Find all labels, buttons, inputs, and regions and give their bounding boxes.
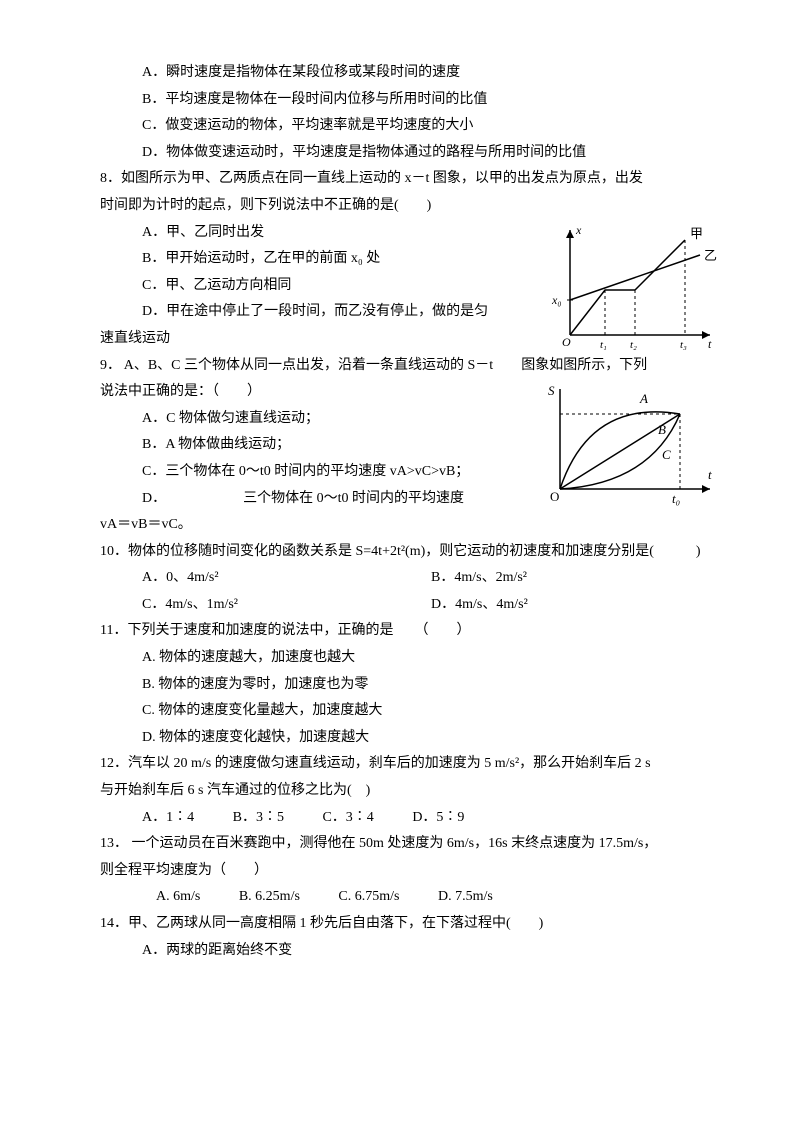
svg-text:S: S	[548, 383, 555, 398]
q12-option-a: A．1∶4	[142, 805, 194, 832]
q13-option-c: C. 6.75m/s	[338, 884, 399, 911]
svg-text:A: A	[639, 391, 648, 406]
q12-stem-line1: 12．汽车以 20 m/s 的速度做匀速直线运动，刹车后的加速度为 5 m/s²…	[100, 751, 720, 778]
q10-option-d: D．4m/s、4m/s²	[431, 592, 720, 619]
svg-text:t: t	[708, 337, 712, 350]
q13-option-d: D. 7.5m/s	[438, 884, 493, 911]
q14-stem: 14．甲、乙两球从同一高度相隔 1 秒先后自由落下，在下落过程中( )	[100, 911, 720, 938]
q12-stem-line2: 与开始刹车后 6 s 汽车通过的位移之比为( )	[100, 778, 720, 805]
q14-option-a: A．两球的距离始终不变	[100, 938, 720, 965]
q10-option-b: B．4m/s、2m/s²	[431, 565, 720, 592]
svg-text:t₁: t₁	[600, 339, 607, 350]
svg-text:C: C	[662, 447, 671, 462]
q7-option-c: C．做变速运动的物体，平均速率就是平均速度的大小	[100, 113, 720, 140]
q10-option-c: C．4m/s、1m/s²	[142, 592, 431, 619]
q9-stem-line1: 9． A、B、C 三个物体从同一点出发，沿着一条直线运动的 S－t 图象如图所示…	[100, 353, 720, 380]
q11-option-c: C. 物体的速度变化量越大，加速度越大	[100, 698, 720, 725]
q7-option-a: A．瞬时速度是指物体在某段位移或某段时间的速度	[100, 60, 720, 87]
svg-text:O: O	[562, 335, 571, 349]
q8-stem-line1: 8．如图所示为甲、乙两质点在同一直线上运动的 x－t 图象，以甲的出发点为原点，…	[100, 166, 720, 193]
svg-text:x: x	[575, 223, 582, 237]
q11-stem: 11．下列关于速度和加速度的说法中，正确的是 （ ）	[100, 618, 720, 645]
q7-option-b: B．平均速度是物体在一段时间内位移与所用时间的比值	[100, 87, 720, 114]
q11-option-a: A. 物体的速度越大，加速度也越大	[100, 645, 720, 672]
q10-option-a: A．0、4m/s²	[142, 565, 431, 592]
svg-text:乙: 乙	[704, 248, 717, 263]
svg-text:甲: 甲	[690, 226, 703, 241]
svg-text:t₀: t₀	[672, 491, 680, 506]
q13-option-b: B. 6.25m/s	[239, 884, 300, 911]
q8-figure: O t x x₀ 乙 甲 t₁ t₂ t₃	[550, 220, 720, 350]
svg-text:t: t	[708, 467, 712, 482]
q13-stem-line1: 13． 一个运动员在百米赛跑中，测得他在 50m 处速度为 6m/s，16s 末…	[100, 831, 720, 858]
svg-text:t₃: t₃	[680, 339, 687, 350]
q9-option-d-line2: vA＝vB＝vC。	[100, 512, 720, 539]
svg-text:O: O	[550, 489, 559, 504]
q11-option-d: D. 物体的速度变化越快，加速度越大	[100, 725, 720, 752]
q12-option-d: D．5∶9	[412, 805, 464, 832]
q10-stem: 10．物体的位移随时间变化的函数关系是 S=4t+2t²(m)，则它运动的初速度…	[100, 539, 720, 566]
q13-stem-line2: 则全程平均速度为（ ）	[100, 858, 720, 885]
svg-text:x₀: x₀	[551, 293, 562, 307]
q12-option-c: C．3∶4	[322, 805, 373, 832]
q8-stem-line2: 时间即为计时的起点，则下列说法中不正确的是( )	[100, 193, 720, 220]
q9-figure: O t S t₀ A B C	[540, 379, 720, 509]
q7-option-d: D．物体做变速运动时，平均速度是指物体通过的路程与所用时间的比值	[100, 140, 720, 167]
svg-text:B: B	[658, 422, 666, 437]
q12-option-b: B．3∶5	[233, 805, 284, 832]
q13-option-a: A. 6m/s	[156, 884, 200, 911]
q11-option-b: B. 物体的速度为零时，加速度也为零	[100, 672, 720, 699]
svg-text:t₂: t₂	[630, 339, 637, 350]
